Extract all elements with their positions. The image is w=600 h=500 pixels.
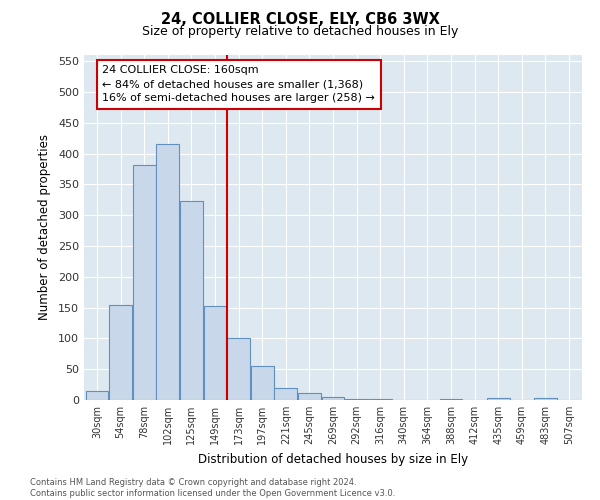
- Bar: [227, 338, 250, 400]
- Bar: [157, 144, 179, 400]
- Bar: [180, 201, 203, 400]
- Bar: [322, 397, 344, 400]
- Bar: [133, 164, 155, 400]
- Text: 24, COLLIER CLOSE, ELY, CB6 3WX: 24, COLLIER CLOSE, ELY, CB6 3WX: [161, 12, 439, 28]
- Bar: [203, 306, 226, 400]
- Bar: [86, 391, 109, 400]
- Bar: [274, 388, 297, 400]
- Bar: [534, 398, 557, 400]
- Bar: [251, 366, 274, 400]
- Y-axis label: Number of detached properties: Number of detached properties: [38, 134, 51, 320]
- Bar: [109, 304, 132, 400]
- Bar: [487, 398, 509, 400]
- Text: Contains HM Land Registry data © Crown copyright and database right 2024.
Contai: Contains HM Land Registry data © Crown c…: [30, 478, 395, 498]
- Text: 24 COLLIER CLOSE: 160sqm
← 84% of detached houses are smaller (1,368)
16% of sem: 24 COLLIER CLOSE: 160sqm ← 84% of detach…: [102, 66, 375, 104]
- Text: Size of property relative to detached houses in Ely: Size of property relative to detached ho…: [142, 25, 458, 38]
- X-axis label: Distribution of detached houses by size in Ely: Distribution of detached houses by size …: [198, 452, 468, 466]
- Bar: [298, 392, 321, 400]
- Bar: [345, 399, 368, 400]
